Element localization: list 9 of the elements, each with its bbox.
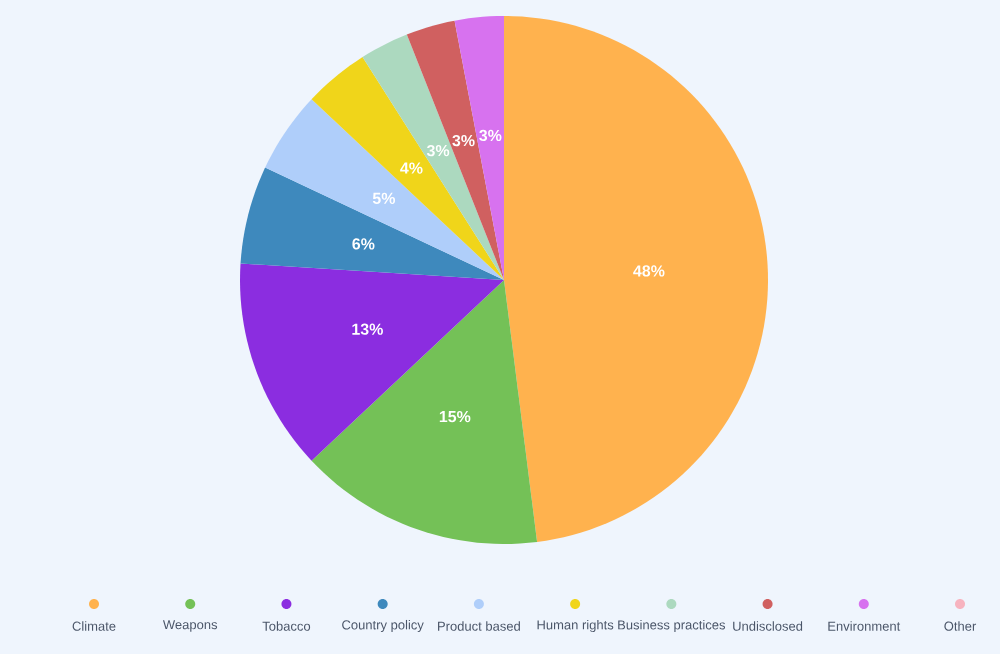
data-label: 3%: [452, 134, 475, 147]
data-label: 15%: [439, 410, 471, 423]
data-label: 3%: [426, 144, 450, 157]
data-label: 6%: [352, 238, 375, 250]
data-label: 5%: [372, 192, 396, 205]
data-label: 13%: [352, 323, 383, 335]
data-label: 3%: [479, 129, 502, 142]
data-label: 48%: [633, 265, 665, 277]
data-label: 4%: [400, 162, 423, 174]
